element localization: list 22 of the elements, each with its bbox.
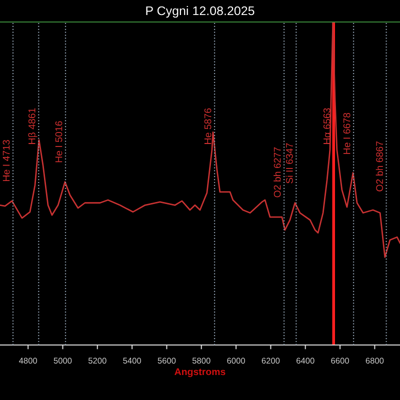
x-tick-label: 5200 (88, 358, 106, 364)
ref-line-label: He I 6678 (343, 112, 350, 154)
chart-title: P Cygni 12.08.2025 (146, 6, 254, 18)
x-tick-label: 4800 (19, 358, 38, 364)
x-tick-label: 6800 (366, 358, 384, 364)
x-tick-label: 6200 (262, 358, 280, 364)
x-tick-label: 5800 (192, 358, 210, 364)
ref-line-label: He 5876 (204, 108, 212, 144)
x-tick-label: 6600 (331, 358, 349, 364)
ref-line-label: He I 4713 (2, 140, 10, 181)
x-tick-label: 5600 (158, 358, 176, 364)
ref-line-label: He I 5016 (55, 121, 62, 162)
ref-line-label: Si II 6347 (286, 143, 293, 184)
ref-line-label: O2 bh 6277 (274, 147, 281, 198)
x-tick-label: 5000 (54, 358, 72, 364)
ref-line-label: O2 bh 6867 (376, 141, 383, 192)
ref-line-label: Hα 6563 (323, 108, 330, 144)
x-tick-label: 6000 (227, 358, 245, 364)
ref-line-label: Hβ 4861 (28, 108, 38, 144)
x-axis-title: Angstroms (174, 368, 226, 378)
x-tick-label: 5400 (123, 358, 142, 364)
x-tick-label: 6400 (296, 358, 314, 364)
